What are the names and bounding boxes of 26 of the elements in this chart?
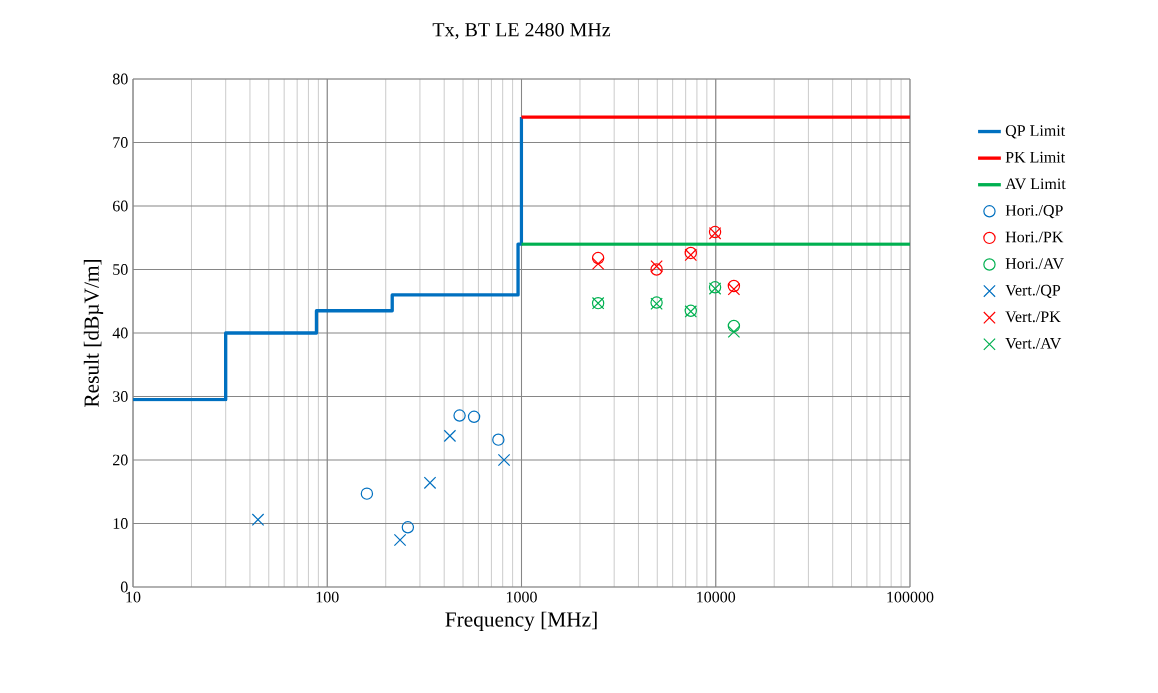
y-tick-label: 20 — [113, 454, 128, 466]
x-tick-label: 1000 — [506, 591, 537, 603]
legend-label: PK Limit — [1005, 151, 1066, 163]
legend-label: Hori./AV — [1005, 258, 1064, 270]
x-tick-label: 10 — [126, 591, 141, 603]
y-tick-label: 80 — [112, 73, 128, 85]
y-tick-label: 50 — [113, 264, 128, 275]
x-tick-label: 100000 — [887, 591, 934, 603]
x-tick-label: 100 — [316, 591, 339, 603]
y-tick-label: 70 — [113, 137, 128, 148]
y-tick-label: 10 — [113, 518, 128, 529]
y-tick-label: 60 — [112, 200, 128, 212]
y-tick-label: 0 — [120, 581, 128, 593]
legend-label: Hori./QP — [1005, 205, 1063, 219]
legend-label: Vert./AV — [1005, 337, 1062, 349]
x-tick-label: 10000 — [697, 591, 736, 603]
x-axis-title: Frequency [MHz] — [445, 611, 597, 632]
legend-label: AV Limit — [1005, 178, 1066, 190]
legend-label: QP Limit — [1005, 125, 1066, 139]
y-tick-label: 30 — [113, 391, 128, 402]
y-axis-title: Result [dBµV/m] — [83, 259, 104, 407]
legend-label: Vert./QP — [1005, 284, 1061, 298]
legend-label: Vert./PK — [1005, 311, 1061, 323]
legend-label: Hori./PK — [1005, 231, 1064, 243]
y-tick-label: 40 — [112, 327, 128, 339]
chart-title: Tx, BT LE 2480 MHz — [432, 22, 611, 40]
